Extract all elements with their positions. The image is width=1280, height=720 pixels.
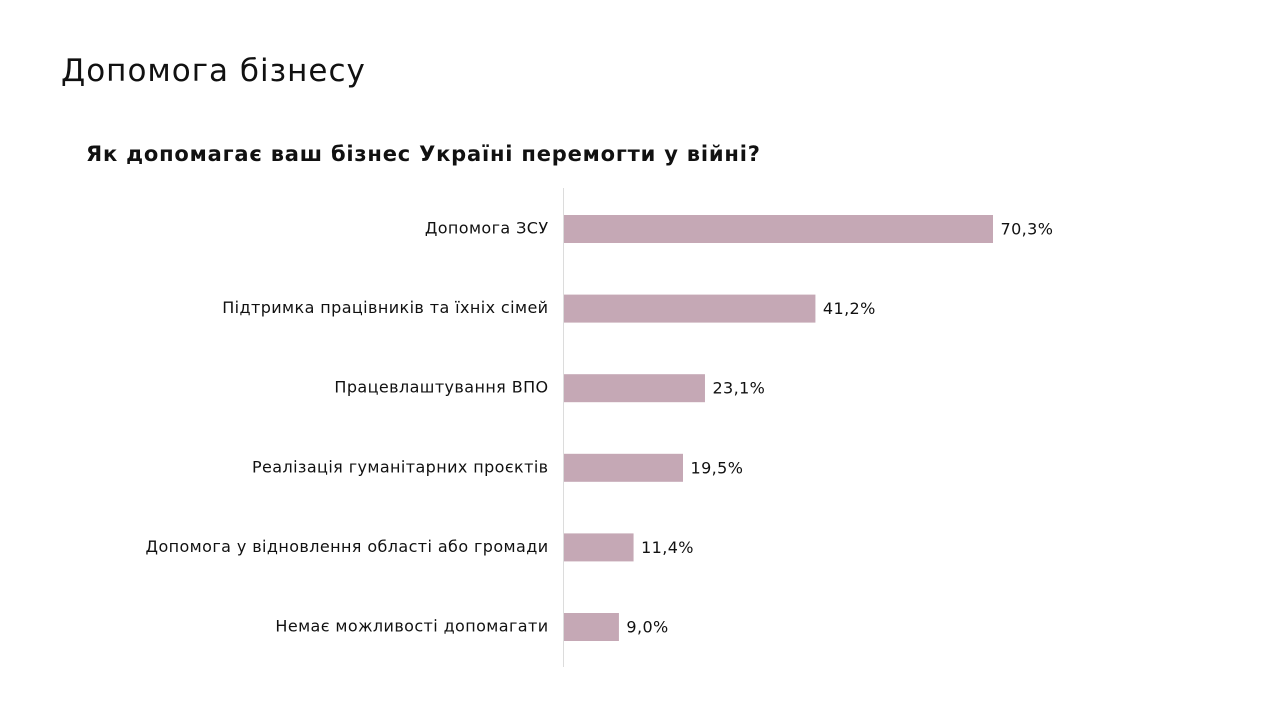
bar	[564, 613, 619, 641]
data-label: 19,5%	[690, 458, 743, 477]
data-label: 23,1%	[712, 379, 765, 398]
data-label: 41,2%	[823, 299, 876, 318]
bar	[564, 294, 816, 323]
bar	[564, 215, 993, 243]
bar	[564, 374, 705, 403]
category-label: Допомога у відновлення області або грома…	[146, 537, 549, 556]
category-label: Працевлаштування ВПО	[334, 378, 548, 397]
category-label: Допомога ЗСУ	[425, 219, 549, 238]
data-label: 11,4%	[641, 538, 694, 557]
bar	[564, 453, 683, 482]
slide-title: Допомога бізнесу	[61, 53, 366, 89]
chart-title: Як допомагає ваш бізнес Україні перемогт…	[86, 142, 761, 166]
bar	[564, 533, 634, 562]
category-label: Немає можливості допомагати	[275, 617, 548, 636]
data-label: 70,3%	[1001, 220, 1054, 239]
data-label: 9,0%	[626, 618, 668, 637]
category-label: Підтримка працівників та їхніх сімей	[222, 298, 548, 317]
category-label: Реалізація гуманітарних проєктів	[252, 457, 549, 476]
